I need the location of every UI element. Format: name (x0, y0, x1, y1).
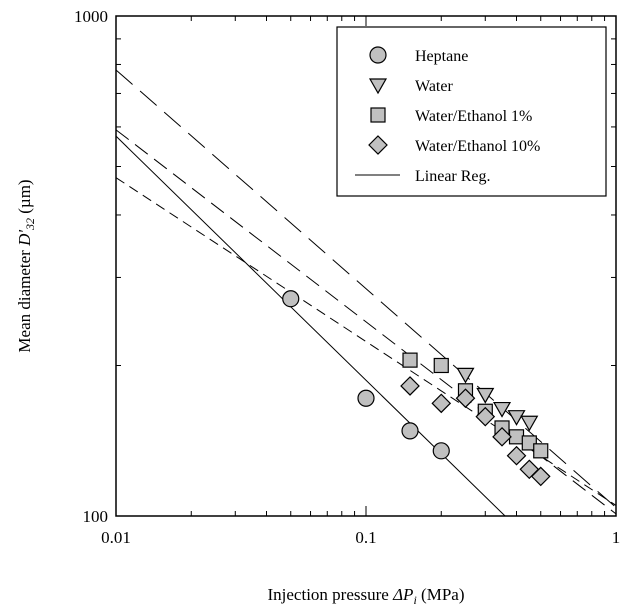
regression-lines (115, 69, 617, 517)
tick-labels: 0.01 0.1 1 100 1000 (74, 7, 620, 547)
data-marks (282, 290, 551, 487)
legend-label-water-ethanol-1-: Water/Ethanol 1% (415, 108, 532, 125)
legend-label-water: Water (415, 78, 453, 95)
point-heptane (432, 442, 450, 460)
regression-line-water-ethanol-1- (115, 129, 617, 515)
point-heptane (357, 389, 375, 407)
point-heptane (401, 422, 419, 440)
point-water-ethanol-1- (521, 435, 537, 451)
axis-ticks (115, 15, 617, 517)
legend: Heptane Water Water/Ethanol 1% Water/Ethano… (336, 26, 607, 197)
point-water-ethanol-10- (506, 445, 527, 466)
legend-label-heptane: Heptane (415, 48, 468, 65)
point-water (507, 410, 526, 426)
point-water-ethanol-10- (475, 406, 496, 427)
point-water-ethanol-10- (530, 466, 551, 487)
x-tick-label: 1 (612, 528, 621, 547)
y-tick-label: 100 (83, 507, 109, 526)
x-tick-label: 0.01 (101, 528, 131, 547)
point-water-ethanol-1- (433, 357, 449, 374)
legend-swatch-water-ethanol-1- (370, 107, 386, 123)
y-axis-label: Mean diameter D'32 (µm) (15, 179, 37, 352)
point-water-ethanol-10- (455, 388, 476, 409)
x-tick-label: 0.1 (355, 528, 376, 547)
legend-swatch-water-ethanol-10- (368, 135, 388, 155)
point-water-ethanol-10- (400, 376, 420, 396)
legend-label-linear-reg-: Linear Reg. (415, 168, 491, 185)
regression-line-water (115, 69, 617, 508)
legend-swatch-heptane (369, 46, 387, 64)
legend-swatch-water (368, 78, 388, 95)
point-heptane (282, 290, 300, 308)
point-water (456, 367, 475, 384)
point-water-ethanol-10- (431, 393, 452, 414)
point-water (492, 401, 512, 418)
x-axis-label: Injection pressure ΔPi (MPa) (268, 585, 465, 607)
point-water-ethanol-1- (402, 352, 418, 368)
y-tick-label: 1000 (74, 7, 108, 26)
point-water (476, 387, 495, 404)
legend-label-water-ethanol-10-: Water/Ethanol 10% (415, 138, 540, 155)
point-water-ethanol-10- (492, 426, 512, 447)
point-water (520, 415, 539, 432)
regression-line-water-ethanol-10- (115, 177, 617, 506)
point-water-ethanol-1- (533, 443, 549, 459)
